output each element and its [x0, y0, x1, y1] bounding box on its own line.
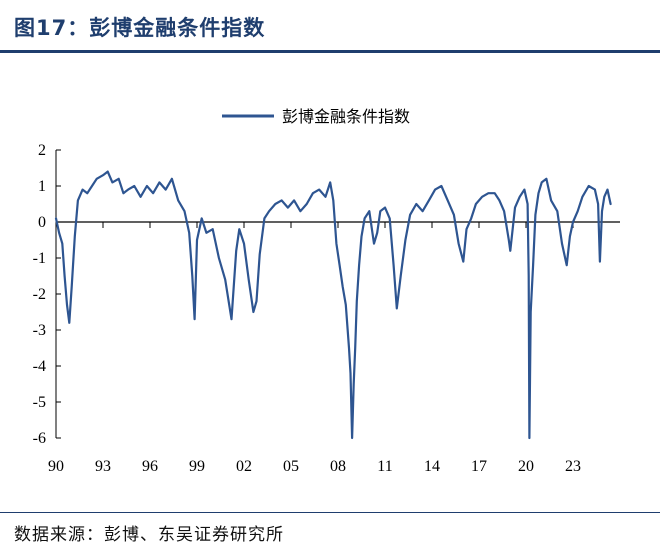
x-tick-label: 17 — [471, 458, 487, 475]
y-tick-label: -6 — [33, 430, 46, 447]
y-tick-label: -1 — [33, 250, 46, 267]
ticks: 2 1 0 -1 -2 -3 -4 -5 -690 93 96 99 02 05 08 11 14 17 20 23 — [33, 142, 581, 475]
x-tick-label: 90 — [48, 458, 64, 475]
x-tick-label: 20 — [518, 458, 534, 475]
x-tick-label: 08 — [330, 458, 346, 475]
x-tick-label: 99 — [189, 458, 205, 475]
legend-label: 彭博金融条件指数 — [282, 107, 410, 126]
x-tick-label: 14 — [424, 458, 440, 475]
y-tick-label: -4 — [33, 358, 46, 375]
figure-title: 图17：彭博金融条件指数 — [14, 16, 266, 40]
x-tick-label: 02 — [236, 458, 252, 475]
series-line-0 — [54, 170, 612, 440]
x-tick-label: 96 — [142, 458, 158, 475]
y-tick-label: 0 — [38, 214, 46, 231]
title-rule — [0, 50, 660, 53]
y-tick-label: -2 — [33, 286, 46, 303]
x-tick-label: 11 — [377, 458, 392, 475]
source-note: 数据来源：彭博、东吴证券研究所 — [14, 525, 284, 545]
y-tick-label: 2 — [38, 142, 46, 159]
y-tick-label: -3 — [33, 322, 46, 339]
y-tick-label: -5 — [33, 394, 46, 411]
y-tick-label: 1 — [38, 178, 46, 195]
x-tick-label: 05 — [283, 458, 299, 475]
x-tick-label: 23 — [565, 458, 581, 475]
axes — [55, 150, 620, 438]
legend: 彭博金融条件指数 — [222, 107, 410, 126]
series-layer — [54, 170, 612, 440]
x-tick-label: 93 — [95, 458, 111, 475]
chart-svg: 210-1-2-3-4-5-690 93 96 99 02 05 08 11 14 17 20 23 … — [33, 107, 620, 475]
source-rule — [0, 512, 660, 513]
